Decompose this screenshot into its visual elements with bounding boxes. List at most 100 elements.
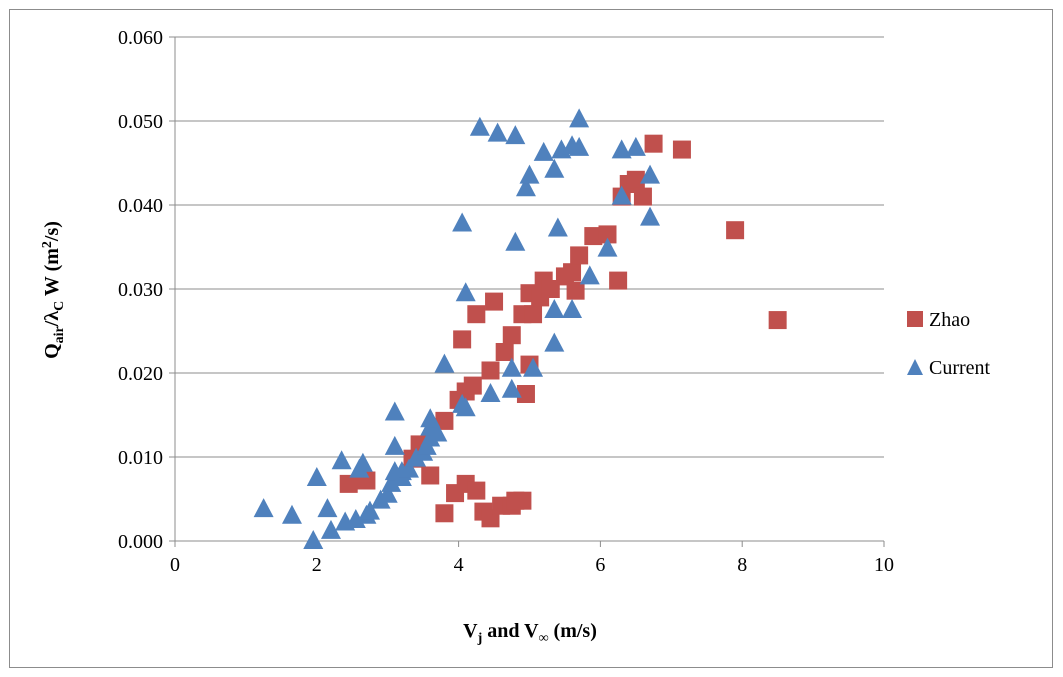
data-point-zhao	[481, 361, 500, 380]
data-point-current	[501, 378, 522, 398]
data-point-current	[625, 136, 646, 156]
data-point-zhao	[644, 134, 663, 153]
y-tick-label: 0.010	[118, 447, 163, 469]
data-point-zhao	[726, 221, 745, 240]
x-tick-label: 10	[874, 554, 894, 576]
data-point-current	[544, 332, 565, 352]
data-point-current	[303, 530, 324, 549]
data-point-zhao	[570, 246, 589, 265]
data-point-current	[487, 122, 508, 142]
legend-marker-zhao	[907, 311, 923, 327]
data-point-current	[519, 164, 540, 184]
axes	[169, 36, 885, 547]
data-point-zhao	[453, 330, 472, 349]
data-point-current	[505, 231, 526, 251]
data-point-current	[640, 164, 661, 184]
data-point-current	[597, 237, 618, 257]
legend-marker-current	[907, 359, 923, 375]
data-point-current	[544, 158, 565, 178]
legend-label-zhao: Zhao	[929, 309, 970, 331]
legend-item-current: Current	[907, 357, 991, 379]
data-point-current	[640, 206, 661, 226]
tick-labels: 0.000 0.010 0.020 0.030 0.040 0.050 0.060 0 2 4 6 8…	[118, 27, 894, 576]
data-point-current	[306, 467, 327, 486]
data-point-current	[611, 139, 632, 159]
data-point-current	[515, 177, 536, 197]
chart-area	[9, 9, 1053, 668]
data-point-zhao	[584, 227, 603, 246]
x-tick-label: 2	[312, 554, 322, 576]
x-tick-label: 6	[595, 554, 605, 576]
data-point-current	[384, 401, 405, 421]
data-point-zhao	[495, 343, 514, 361]
legend: Zhao Current	[907, 309, 991, 379]
x-tick-label: 4	[454, 554, 464, 576]
data-point-zhao	[626, 170, 645, 189]
data-point-current	[420, 408, 441, 428]
data-point-current	[377, 483, 398, 503]
data-point-zhao	[513, 491, 532, 510]
data-point-zhao	[339, 474, 358, 493]
data-point-current	[352, 452, 373, 472]
data-point-current	[544, 299, 565, 318]
data-point-current	[317, 498, 338, 518]
data-point-current	[452, 212, 473, 232]
data-point-zhao	[566, 281, 585, 300]
data-point-current	[455, 397, 476, 417]
data-point-current	[384, 435, 405, 455]
data-point-current	[480, 383, 501, 402]
legend-label-current: Current	[929, 357, 991, 379]
x-tick-label: 8	[737, 554, 747, 576]
y-tick-label: 0.020	[118, 363, 163, 385]
y-axis-title: Qair/λC W (m2/s)	[40, 221, 67, 359]
data-point-zhao	[598, 225, 617, 244]
data-point-zhao	[516, 385, 535, 403]
data-point-current	[579, 265, 600, 285]
data-point-zhao	[435, 411, 454, 430]
data-point-zhao	[485, 292, 504, 311]
data-point-zhao	[633, 187, 652, 206]
data-point-current	[381, 472, 402, 492]
data-point-current	[611, 185, 632, 205]
y-tick-label: 0.040	[118, 195, 163, 217]
data-point-zhao	[672, 140, 691, 159]
data-point-current	[427, 422, 448, 442]
data-point-current	[547, 217, 568, 237]
data-point-current	[398, 458, 419, 478]
y-tick-label: 0.000	[118, 531, 163, 553]
data-point-current	[505, 125, 526, 145]
data-point-zhao	[524, 305, 543, 324]
data-point-current	[253, 498, 274, 518]
data-point-current	[455, 282, 476, 302]
y-tick-label: 0.030	[118, 279, 163, 301]
data-points	[253, 108, 787, 549]
data-point-zhao	[463, 376, 482, 395]
y-tick-label: 0.050	[118, 111, 163, 133]
x-tick-label: 0	[170, 554, 180, 576]
data-point-current	[562, 299, 583, 318]
grid-lines	[175, 36, 884, 458]
data-point-current	[469, 116, 490, 136]
data-point-current	[281, 504, 302, 524]
data-point-zhao	[502, 326, 521, 345]
data-point-zhao	[467, 305, 486, 324]
data-point-current	[523, 357, 544, 377]
data-point-current	[501, 357, 522, 377]
x-axis-title: Vj and V∞ (m/s)	[463, 620, 597, 646]
data-point-current	[533, 141, 554, 161]
legend-item-zhao: Zhao	[907, 309, 970, 331]
data-point-zhao	[421, 466, 440, 485]
data-point-current	[320, 519, 341, 539]
data-point-zhao	[435, 504, 454, 523]
y-tick-label: 0.060	[118, 27, 163, 49]
data-point-current	[331, 450, 352, 470]
data-point-current	[359, 500, 380, 520]
data-point-current	[434, 353, 455, 373]
data-point-zhao	[768, 311, 787, 330]
data-point-zhao	[609, 271, 628, 290]
data-point-zhao	[563, 263, 582, 282]
data-point-current	[569, 136, 590, 156]
data-point-zhao	[541, 280, 560, 298]
data-point-zhao	[467, 481, 486, 500]
